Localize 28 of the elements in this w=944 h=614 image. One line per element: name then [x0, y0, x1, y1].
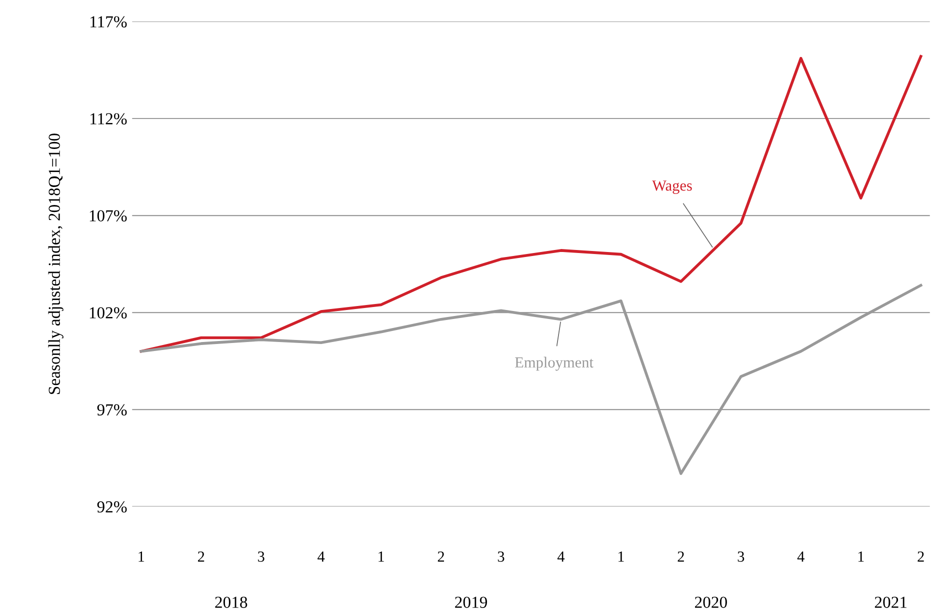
y-axis-title: Seasonlly adjusted index, 2018Q1=100	[48, 134, 64, 394]
x-tick-label: 2	[198, 551, 204, 562]
text: 2019	[455, 596, 488, 608]
x-tick-label: 3	[258, 551, 264, 562]
y-tick-label: 107%	[90, 210, 127, 222]
text: 2018	[215, 596, 248, 608]
x-tick-label: 1	[138, 552, 144, 562]
x-tick-label: 1	[618, 552, 624, 562]
x-tick-label: 4	[557, 552, 565, 562]
text: Wages	[652, 180, 692, 194]
x-tick-label: 4	[318, 552, 325, 562]
x-tick-label: 1	[858, 552, 864, 562]
x-tick-label: 3	[498, 551, 504, 562]
y-tick-label: 92%	[97, 501, 127, 513]
x-tick-label: 3	[738, 551, 744, 562]
x-tick-label: 1	[378, 552, 384, 562]
text: 2020	[694, 596, 727, 608]
x-tick-label: 4	[797, 552, 804, 562]
text: Employment	[515, 356, 594, 371]
y-tick-label: 97%	[97, 404, 127, 416]
line-series	[140, 55, 922, 353]
x-tick-label: 2	[678, 551, 684, 562]
y-tick-label: 117%	[90, 16, 127, 28]
x-tick-label: 2	[438, 551, 444, 562]
y-tick-label: 112%	[90, 113, 127, 125]
y-tick-label: 102%	[90, 307, 127, 319]
text: 2021	[874, 596, 907, 608]
x-tick-label: 2	[918, 551, 924, 562]
